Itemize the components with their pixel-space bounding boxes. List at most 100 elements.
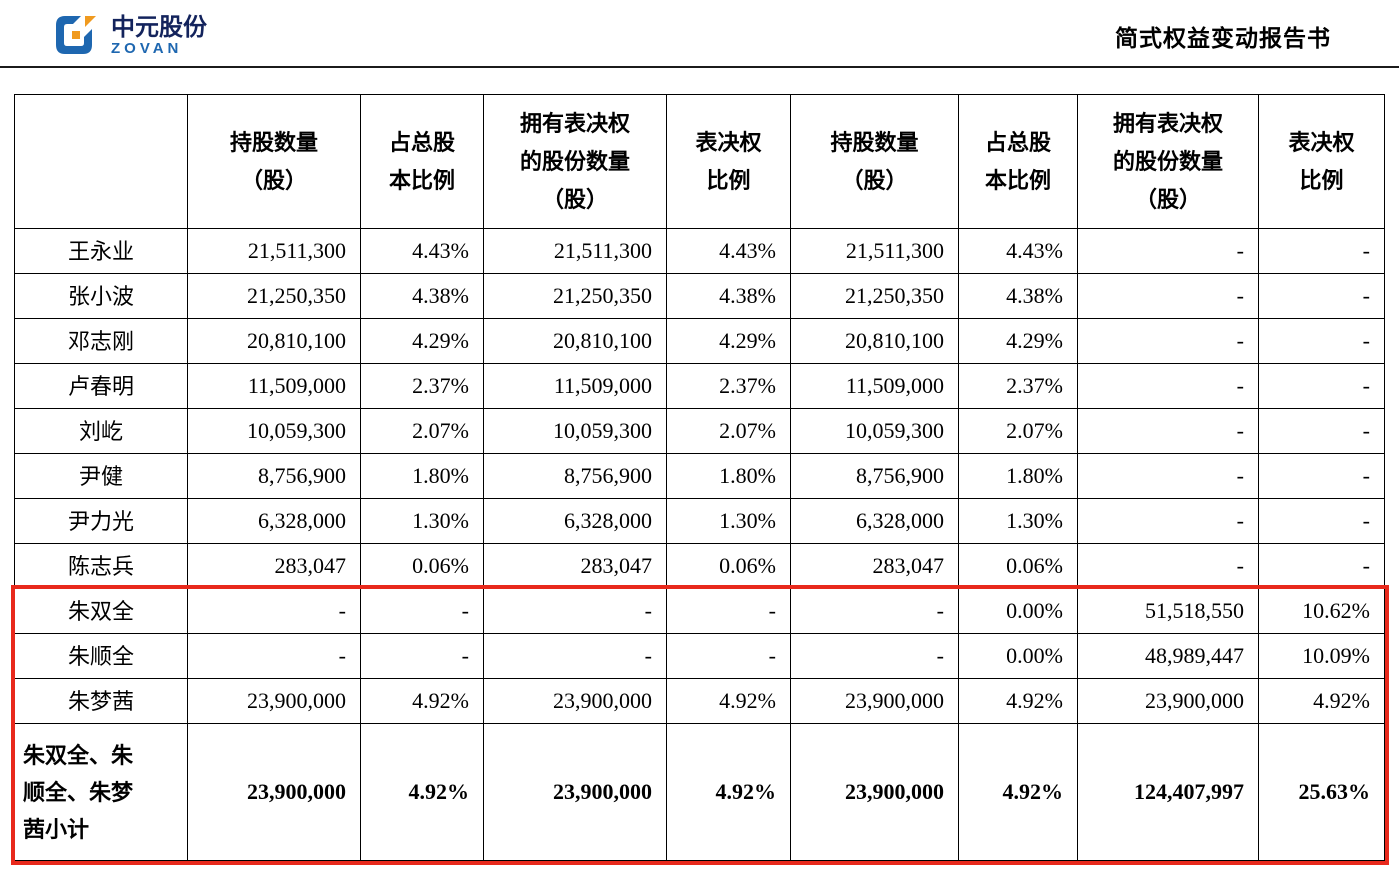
value-cell: -: [1077, 273, 1259, 319]
value-cell: 4.43%: [360, 228, 484, 274]
value-cell: 4.92%: [958, 723, 1078, 861]
value-cell: -: [1258, 453, 1385, 499]
value-cell: 10,059,300: [483, 408, 667, 454]
shareholder-name: 卢春明: [14, 363, 188, 409]
value-cell: 4.29%: [958, 318, 1078, 364]
holdings-table: 持股数量 （股） 占总股 本比例 拥有表决权 的股份数量 （股） 表决权 比例 …: [14, 94, 1385, 861]
shareholder-name: 朱双全、朱 顺全、朱梦 茜小计: [14, 723, 188, 861]
shareholder-name: 刘屹: [14, 408, 188, 454]
table-row: 张小波 21,250,350 4.38% 21,250,350 4.38% 21…: [14, 273, 1385, 319]
value-cell: 2.07%: [958, 408, 1078, 454]
value-cell: -: [790, 588, 959, 634]
value-cell: 4.29%: [666, 318, 791, 364]
value-cell: 6,328,000: [483, 498, 667, 544]
value-cell: 1.30%: [666, 498, 791, 544]
table-row: 朱双全 - - - - - 0.00% 51,518,550 10.62%: [14, 588, 1385, 634]
shareholder-name: 朱双全: [14, 588, 188, 634]
value-cell: -: [1258, 498, 1385, 544]
value-cell: 6,328,000: [790, 498, 959, 544]
value-cell: -: [1077, 543, 1259, 589]
value-cell: 10.62%: [1258, 588, 1385, 634]
column-header-voting-pct-2: 表决权 比例: [1258, 94, 1385, 229]
table-header-row: 持股数量 （股） 占总股 本比例 拥有表决权 的股份数量 （股） 表决权 比例 …: [14, 94, 1385, 229]
value-cell: 4.38%: [360, 273, 484, 319]
column-header-name: [14, 94, 188, 229]
header-divider: [0, 66, 1399, 68]
zovan-logo-icon: [50, 12, 102, 60]
brand: 中元股份 ZOVAN: [50, 12, 207, 60]
shareholder-name: 陈志兵: [14, 543, 188, 589]
value-cell: 20,810,100: [483, 318, 667, 364]
value-cell: -: [666, 633, 791, 679]
value-cell: 283,047: [483, 543, 667, 589]
value-cell: 11,509,000: [187, 363, 361, 409]
shareholder-name: 朱梦茜: [14, 678, 188, 724]
table-body: 王永业 21,511,300 4.43% 21,511,300 4.43% 21…: [14, 228, 1385, 861]
value-cell: -: [360, 588, 484, 634]
value-cell: -: [1258, 318, 1385, 364]
value-cell: 4.92%: [360, 678, 484, 724]
value-cell: 21,250,350: [187, 273, 361, 319]
table-row: 朱顺全 - - - - - 0.00% 48,989,447 10.09%: [14, 633, 1385, 679]
value-cell: -: [1258, 363, 1385, 409]
value-cell: 4.29%: [360, 318, 484, 364]
value-cell: 4.43%: [666, 228, 791, 274]
doc-header: 中元股份 ZOVAN 简式权益变动报告书: [0, 0, 1399, 66]
value-cell: -: [1258, 408, 1385, 454]
column-header-voting-shares-1: 拥有表决权 的股份数量 （股）: [483, 94, 667, 229]
value-cell: 1.80%: [666, 453, 791, 499]
shareholder-name: 邓志刚: [14, 318, 188, 364]
column-header-pct-1: 占总股 本比例: [360, 94, 484, 229]
table-row: 邓志刚 20,810,100 4.29% 20,810,100 4.29% 20…: [14, 318, 1385, 364]
value-cell: 11,509,000: [483, 363, 667, 409]
value-cell: 4.92%: [958, 678, 1078, 724]
value-cell: 23,900,000: [790, 678, 959, 724]
value-cell: 283,047: [790, 543, 959, 589]
table-row: 尹健 8,756,900 1.80% 8,756,900 1.80% 8,756…: [14, 453, 1385, 499]
shareholder-name: 尹力光: [14, 498, 188, 544]
value-cell: -: [187, 588, 361, 634]
value-cell: 2.37%: [958, 363, 1078, 409]
value-cell: 2.07%: [666, 408, 791, 454]
value-cell: 124,407,997: [1077, 723, 1259, 861]
value-cell: -: [360, 633, 484, 679]
value-cell: 4.38%: [666, 273, 791, 319]
column-header-shares-1: 持股数量 （股）: [187, 94, 361, 229]
value-cell: 0.06%: [958, 543, 1078, 589]
value-cell: 21,511,300: [790, 228, 959, 274]
value-cell: -: [1077, 453, 1259, 499]
value-cell: -: [187, 633, 361, 679]
value-cell: 0.06%: [666, 543, 791, 589]
value-cell: 2.07%: [360, 408, 484, 454]
value-cell: 10,059,300: [187, 408, 361, 454]
value-cell: 10,059,300: [790, 408, 959, 454]
value-cell: -: [666, 588, 791, 634]
shareholder-name: 王永业: [14, 228, 188, 274]
value-cell: -: [1077, 228, 1259, 274]
value-cell: 48,989,447: [1077, 633, 1259, 679]
value-cell: 4.92%: [360, 723, 484, 861]
value-cell: 0.00%: [958, 588, 1078, 634]
value-cell: 25.63%: [1258, 723, 1385, 861]
value-cell: 8,756,900: [790, 453, 959, 499]
value-cell: -: [1258, 228, 1385, 274]
value-cell: 23,900,000: [483, 723, 667, 861]
value-cell: 1.80%: [958, 453, 1078, 499]
value-cell: -: [1258, 543, 1385, 589]
value-cell: 1.30%: [958, 498, 1078, 544]
column-header-voting-pct-1: 表决权 比例: [666, 94, 791, 229]
shareholder-name: 张小波: [14, 273, 188, 319]
value-cell: 8,756,900: [187, 453, 361, 499]
value-cell: 21,511,300: [483, 228, 667, 274]
table-row: 卢春明 11,509,000 2.37% 11,509,000 2.37% 11…: [14, 363, 1385, 409]
value-cell: 4.92%: [666, 678, 791, 724]
value-cell: -: [483, 588, 667, 634]
column-header-shares-2: 持股数量 （股）: [790, 94, 959, 229]
value-cell: 4.92%: [1258, 678, 1385, 724]
value-cell: -: [1077, 363, 1259, 409]
value-cell: 21,511,300: [187, 228, 361, 274]
value-cell: 20,810,100: [790, 318, 959, 364]
brand-name-cn: 中元股份: [111, 13, 207, 41]
value-cell: 283,047: [187, 543, 361, 589]
